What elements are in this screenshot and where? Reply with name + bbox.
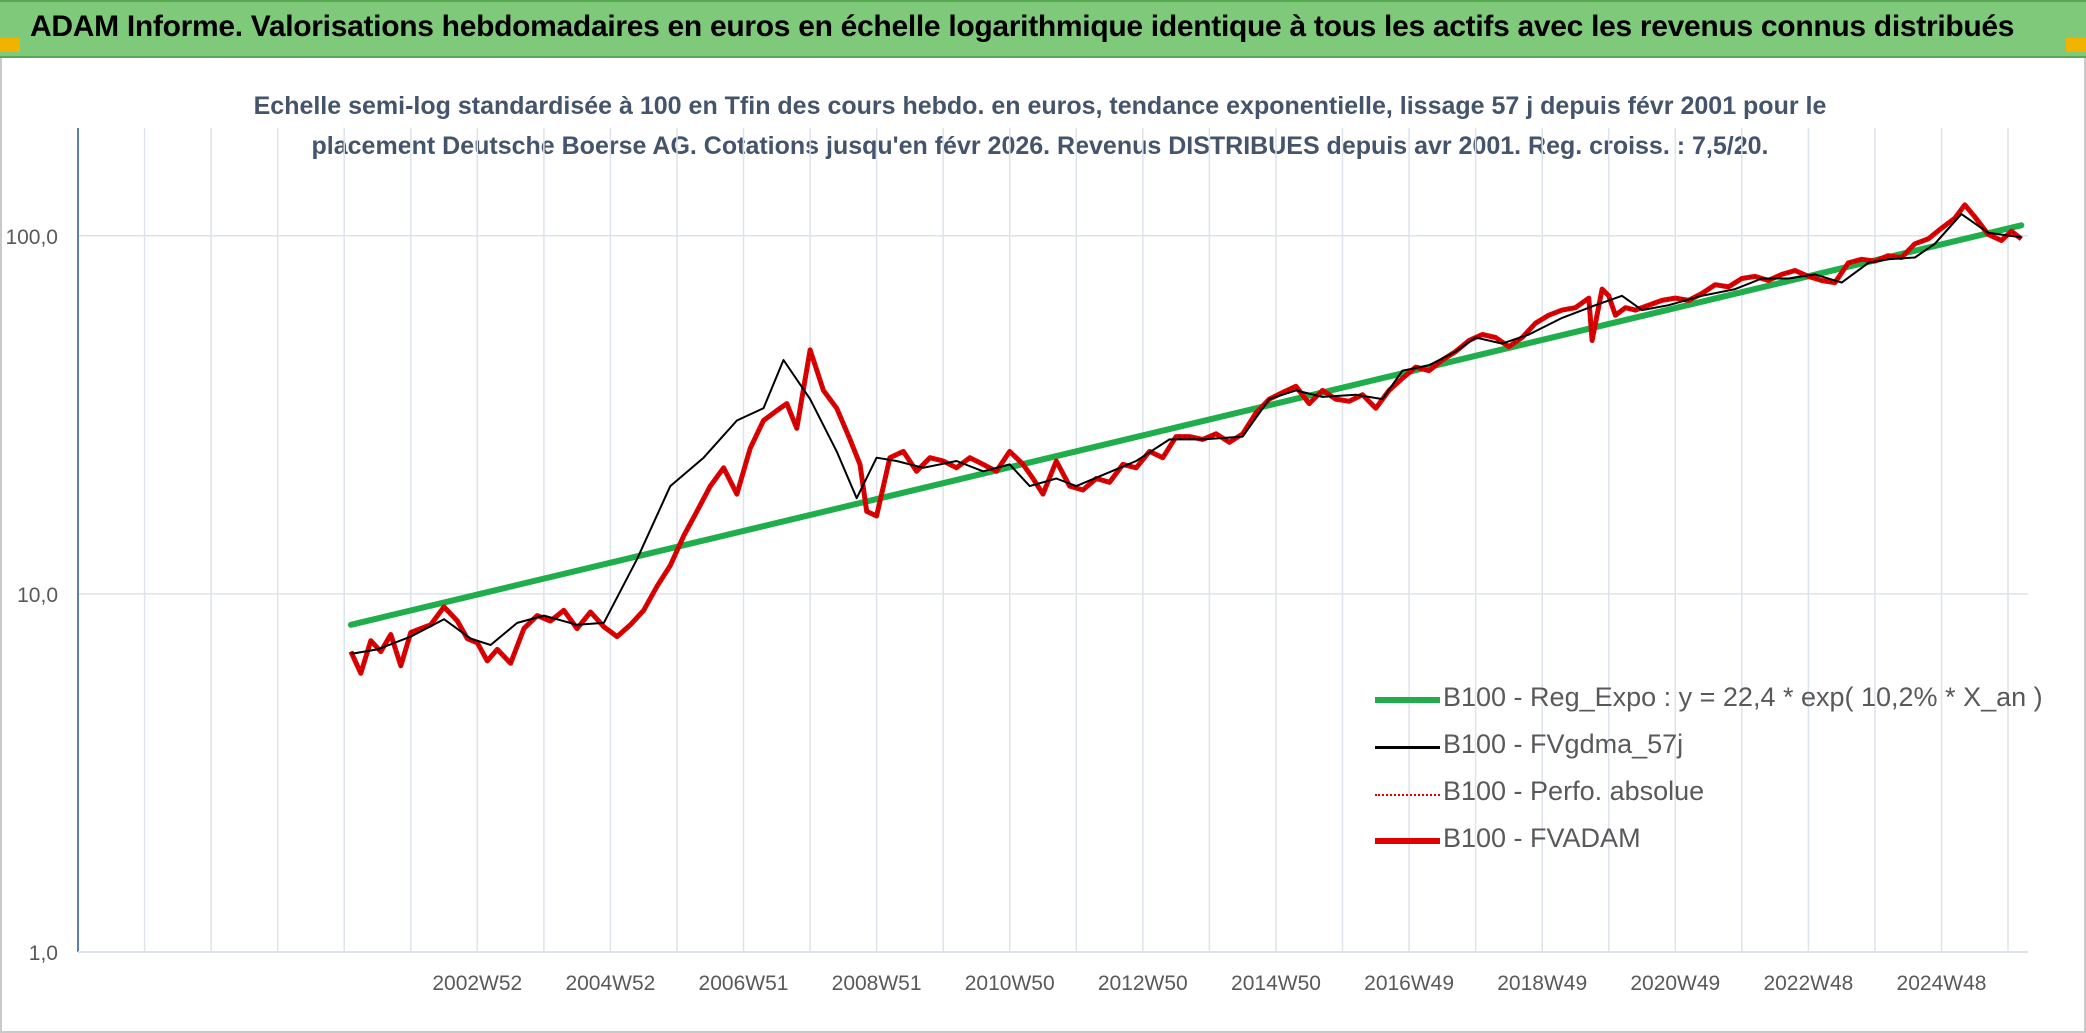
x-tick-label: 2020W49 [1630,972,1720,995]
legend-swatch-fvgdma [1375,746,1440,749]
series-reg-expo-line [347,222,2025,628]
legend-swatch-reg-expo [1375,697,1440,703]
chart-title: Echelle semi-log standardisée à 100 en T… [253,92,1827,160]
x-tick-label: 2002W52 [432,972,522,995]
x-tick-label: 2014W50 [1231,972,1321,995]
legend-item-fvadam: B100 - FVADAM [1375,821,2055,861]
series-perfo-absolue-line [350,203,2022,676]
x-tick-label: 2022W48 [1763,972,1853,995]
y-tick-label: 100,0 [5,226,58,249]
legend-label-reg-expo: B100 - Reg_Expo : y = 22,4 * exp( 10,2% … [1443,682,2043,712]
legend-item-fvgdma: B100 - FVgdma_57j [1375,727,2055,767]
legend-item-perfo: B100 - Perfo. absolue [1375,774,2055,814]
corner-marker-top-left [0,38,20,52]
corner-marker-top-right [2066,38,2086,52]
x-tick-label: 2018W49 [1497,972,1587,995]
legend-item-reg-expo: B100 - Reg_Expo : y = 22,4 * exp( 10,2% … [1375,680,2055,720]
x-tick-label: 2010W50 [965,972,1055,995]
x-tick-label: 2024W48 [1897,972,1987,995]
x-tick-label: 2012W50 [1098,972,1188,995]
x-tick-label: 2006W51 [699,972,789,995]
title-banner: ADAM Informe. Valorisations hebdomadaire… [0,0,2086,58]
x-tick-label: 2008W51 [832,972,922,995]
legend-label-perfo: B100 - Perfo. absolue [1443,776,1705,806]
legend-label-fvgdma: B100 - FVgdma_57j [1443,729,1684,759]
report-title: ADAM Informe. Valorisations hebdomadaire… [30,10,2015,43]
chart-frame [0,58,2086,1033]
series-fvgdma-line [350,213,2022,655]
y-tick-label: 10,0 [17,584,58,607]
x-tick-label: 2016W49 [1364,972,1454,995]
legend-swatch-perfo [1375,794,1440,796]
x-tick-label: 2004W52 [565,972,655,995]
legend-label-fvadam: B100 - FVADAM [1443,823,1641,853]
legend-swatch-fvadam [1375,838,1440,844]
y-tick-label: 1,0 [29,942,58,965]
